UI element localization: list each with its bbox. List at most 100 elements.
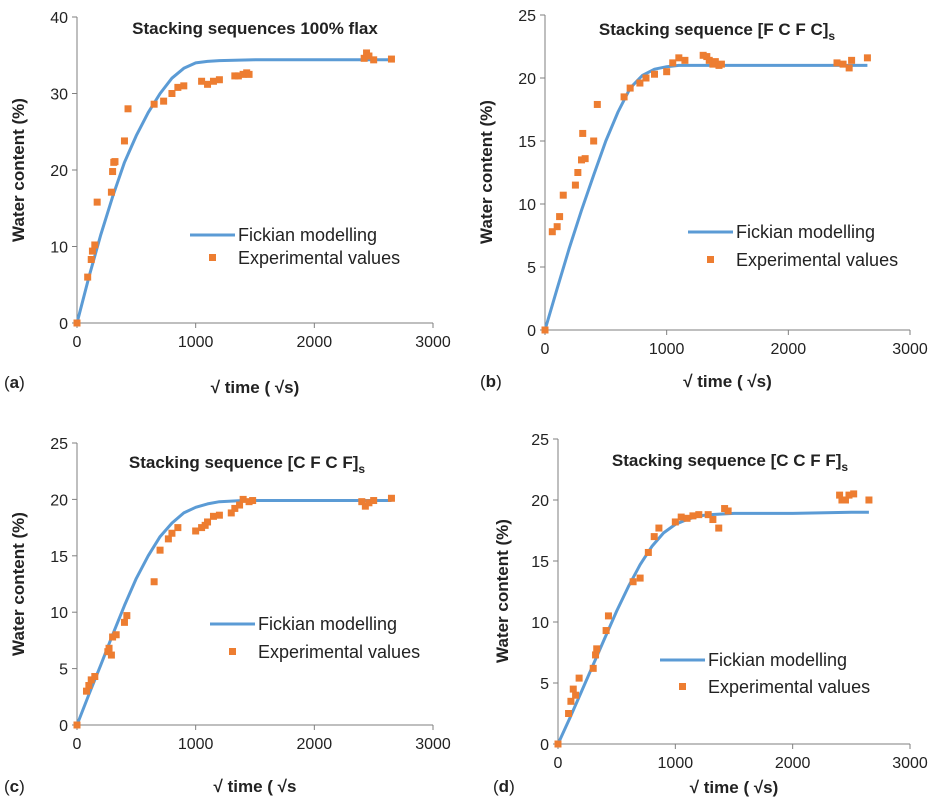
- data-point-experimental: [569, 685, 577, 693]
- data-point-experimental: [73, 721, 81, 729]
- data-point-experimental: [703, 53, 711, 61]
- data-point-experimental: [590, 137, 598, 145]
- data-point-experimental: [105, 644, 113, 652]
- data-point-experimental: [705, 56, 713, 64]
- panel-label-part: d: [499, 777, 509, 796]
- data-point-experimental: [164, 535, 172, 543]
- x-tick-label: 3000: [892, 341, 928, 358]
- data-point-experimental: [578, 156, 585, 164]
- y-tick-label: 5: [540, 676, 549, 693]
- data-point-experimental: [663, 68, 671, 76]
- data-point-experimental: [559, 191, 567, 199]
- data-point-experimental: [236, 501, 244, 509]
- data-point-experimental: [112, 631, 120, 639]
- chart-panel-c: 0 5 10 15 20 25 0 1000 2000 3000 √ time ( √s Water …: [4, 436, 451, 796]
- data-point-experimental: [365, 499, 373, 507]
- data-point-experimental: [695, 511, 703, 519]
- chart-title: Stacking sequence [C C F F]s: [612, 451, 849, 474]
- data-point-experimental: [848, 56, 856, 64]
- x-tick-label: 2000: [771, 341, 807, 358]
- data-point-experimental: [839, 60, 847, 68]
- legend-swatch-experimental-values: [679, 683, 686, 690]
- data-point-experimental: [689, 512, 697, 520]
- y-tick-label: 5: [527, 260, 536, 277]
- y-tick-label: 20: [518, 71, 536, 88]
- data-point-experimental: [231, 72, 239, 80]
- data-point-experimental: [699, 51, 707, 59]
- data-point-experimental: [239, 70, 247, 78]
- data-point-experimental: [245, 70, 253, 78]
- data-point-experimental: [711, 58, 719, 66]
- data-point-experimental: [111, 158, 119, 166]
- legend-label-fickian-modelling: Fickian modelling: [258, 614, 397, 634]
- x-axis-title: √ time ( √s): [211, 378, 300, 397]
- panel-label-part: (: [4, 777, 10, 796]
- data-point-experimental: [709, 516, 717, 524]
- data-point-experimental: [85, 682, 93, 690]
- data-point-experimental: [838, 496, 846, 504]
- data-point-experimental: [592, 651, 600, 659]
- x-tick-label: 3000: [415, 736, 451, 753]
- x-axis-title: √ time ( √s): [690, 778, 779, 797]
- data-point-experimental: [88, 247, 96, 255]
- data-point-experimental: [87, 676, 95, 684]
- data-point-experimental: [593, 100, 601, 108]
- y-tick-label: 20: [531, 493, 549, 510]
- data-point-experimental: [602, 627, 610, 635]
- y-axis-title: Water content (%): [493, 519, 512, 663]
- panel-label-part: c: [10, 777, 19, 796]
- data-point-experimental: [841, 496, 849, 504]
- y-tick-label: 0: [540, 737, 549, 754]
- data-point-experimental: [209, 512, 217, 520]
- y-tick-label: 10: [531, 615, 549, 632]
- y-tick-label: 15: [50, 549, 68, 566]
- x-tick-label: 1000: [178, 334, 214, 351]
- data-point-experimental: [120, 618, 128, 626]
- data-point-experimental: [721, 505, 729, 513]
- data-point-experimental: [204, 80, 212, 88]
- legend-label-experimental-values: Experimental values: [238, 248, 400, 268]
- data-point-experimental: [160, 97, 168, 105]
- data-point-experimental: [358, 498, 366, 506]
- data-point-experimental: [554, 740, 562, 748]
- x-axis-title: √ time ( √s: [214, 777, 297, 796]
- chart-panel-a: 0 10 20 30 40 0 1000 2000 3000 √ time ( √s) Water …: [4, 10, 451, 397]
- data-point-experimental: [91, 672, 99, 680]
- data-point-experimental: [150, 100, 158, 108]
- data-point-experimental: [73, 319, 81, 327]
- legend-swatch-experimental-values: [707, 256, 714, 263]
- data-point-experimental: [180, 82, 188, 90]
- data-point-experimental: [93, 198, 101, 206]
- y-tick-label: 15: [531, 554, 549, 571]
- data-point-experimental: [109, 633, 117, 641]
- chart-title: Stacking sequence [C F C F]s: [129, 453, 366, 476]
- data-point-experimental: [845, 64, 853, 72]
- panel-label-part: ): [19, 373, 25, 392]
- y-axis-title: Water content (%): [9, 98, 28, 242]
- data-point-experimental: [650, 533, 658, 541]
- data-point-experimental: [120, 137, 128, 145]
- series-line-fickian-modelling: [75, 58, 392, 324]
- data-point-experimental: [109, 168, 117, 176]
- data-point-experimental: [82, 687, 90, 695]
- legend-label-fickian-modelling: Fickian modelling: [708, 650, 847, 670]
- data-point-experimental: [107, 651, 115, 659]
- y-axis-title: Water content (%): [9, 512, 28, 656]
- y-tick-label: 30: [50, 87, 68, 104]
- data-point-experimental: [675, 54, 683, 62]
- data-point-experimental: [604, 612, 612, 620]
- panel-label-part: (: [493, 777, 499, 796]
- x-tick-label: 0: [73, 334, 82, 351]
- x-tick-label: 1000: [649, 341, 685, 358]
- panel-label-part: a: [10, 373, 20, 392]
- data-point-experimental: [365, 52, 373, 60]
- data-point-experimental: [620, 93, 628, 101]
- y-tick-label: 25: [50, 436, 68, 453]
- data-point-experimental: [370, 56, 378, 64]
- data-point-experimental: [671, 518, 679, 526]
- data-point-experimental: [636, 79, 644, 87]
- data-point-experimental: [581, 155, 589, 163]
- chart-panel-d: 0 5 10 15 20 25 0 1000 2000 3000 √ time ( √s) Water…: [493, 432, 928, 797]
- data-point-experimental: [565, 710, 573, 717]
- data-point-experimental: [863, 54, 871, 62]
